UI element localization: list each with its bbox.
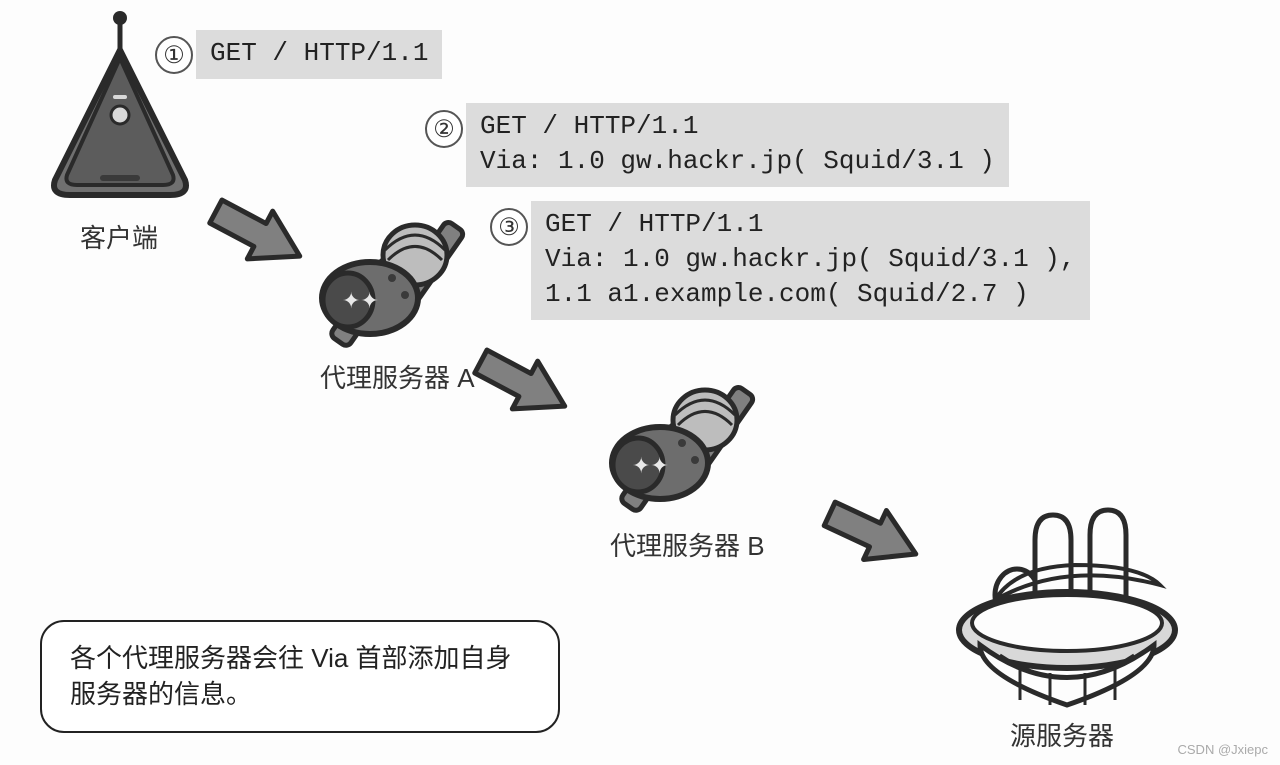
origin-server-icon [935,505,1195,725]
arrow-3-icon [810,480,939,590]
explanation-box: 各个代理服务器会往 Via 首部添加自身服务器的信息。 [40,620,560,733]
proxy-b-label: 代理服务器 B [610,526,765,563]
step-1-request: GET / HTTP/1.1 [196,30,442,79]
proxy-a-icon: ✦✦ [300,200,500,360]
proxy-a-label: 代理服务器 A [320,358,475,395]
client-label: 客户端 [80,218,158,255]
step-3-badge: ③ [490,208,528,246]
watermark: CSDN @Jxiepc [1178,742,1269,757]
origin-label: 源服务器 [1010,716,1114,753]
svg-text:✦✦: ✦✦ [632,453,669,478]
proxy-b-icon: ✦✦ [590,365,790,525]
step-1-badge: ① [155,36,193,74]
step-2-request: GET / HTTP/1.1 Via: 1.0 gw.hackr.jp( Squ… [466,103,1009,187]
via-header-diagram: 客户端 ✦✦ 代理服务器 A ✦✦ 代理服务器 B [0,0,1280,765]
step-2-badge: ② [425,110,463,148]
svg-text:✦✦: ✦✦ [342,288,379,313]
step-3-request: GET / HTTP/1.1 Via: 1.0 gw.hackr.jp( Squ… [531,201,1090,320]
